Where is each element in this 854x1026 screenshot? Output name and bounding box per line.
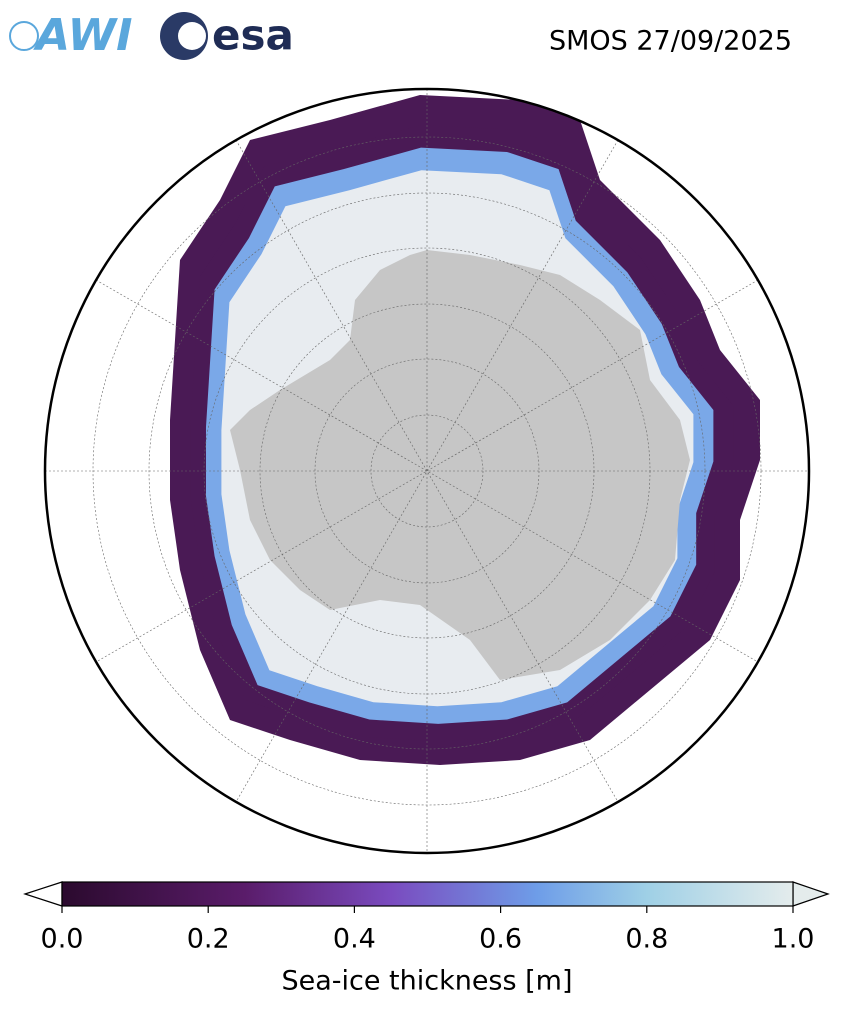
map-frame — [43, 87, 811, 855]
graticule — [45, 89, 809, 853]
colorbar-tick-label: 1.0 — [772, 924, 815, 955]
colorbar-body — [61, 881, 794, 907]
map — [45, 89, 809, 853]
awi-text: AWI — [33, 10, 133, 61]
colorbar-tick-label: 0.0 — [41, 924, 84, 955]
colorbar-extend-high — [792, 881, 830, 907]
colorbar-label: Sea-ice thickness [m] — [281, 966, 572, 997]
colorbar — [23, 881, 830, 907]
awi-logo: AWI — [9, 10, 133, 61]
map-title: SMOS 27/09/2025 — [549, 26, 792, 57]
colorbar-tick-label: 0.2 — [187, 924, 230, 955]
colorbar-tick-label: 0.8 — [625, 924, 668, 955]
antarctica — [230, 250, 690, 680]
esa-text: esa — [212, 11, 294, 60]
colorbar-tick-label: 0.6 — [479, 924, 522, 955]
esa-logo: esa — [160, 11, 294, 60]
colorbar-tick-label: 0.4 — [333, 924, 376, 955]
colorbar-extend-low — [23, 881, 63, 907]
